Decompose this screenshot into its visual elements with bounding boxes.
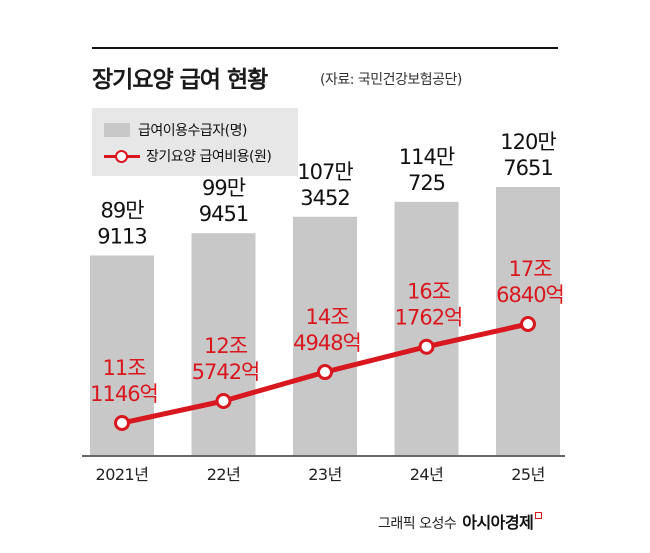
x-tick-1: 2021년	[96, 465, 149, 484]
bar-3	[293, 216, 357, 455]
line-label-5-1: 17조	[508, 257, 552, 281]
line-label-3-1: 14조	[305, 305, 349, 329]
credit: 그래픽 오성수 아시아경제	[378, 509, 543, 533]
line-point-4	[418, 338, 435, 355]
line-label-3-2: 4948억	[293, 331, 361, 355]
line-label-4-1: 16조	[407, 280, 451, 304]
bar-label-1-2: 9113	[97, 224, 146, 248]
line-label-2-2: 5742억	[192, 360, 260, 384]
brand-logo: 아시아경제	[462, 513, 534, 532]
legend-item-line: 장기요양 급여비용(원)	[104, 145, 272, 167]
x-tick-5: 25년	[511, 465, 545, 484]
top-rule	[92, 47, 558, 49]
legend-line-label: 장기요양 급여비용(원)	[146, 149, 272, 165]
x-tick-3: 23년	[308, 465, 342, 484]
bar-4	[394, 201, 459, 455]
x-tick-2: 22년	[207, 465, 241, 484]
legend-item-bar: 급여이용수급자(명)	[104, 119, 247, 141]
line-label-5-2: 6840억	[496, 283, 564, 307]
bar-label-4-2: 725	[408, 171, 445, 195]
line-label-2-1: 12조	[204, 334, 248, 358]
legend-bar-swatch	[104, 123, 130, 137]
chart-title: 장기요양 급여 현황	[92, 67, 268, 93]
bar-label-2-2: 9451	[199, 202, 248, 226]
bar-label-1-1: 89만	[100, 198, 144, 222]
bar-label-2-1: 99만	[202, 176, 246, 200]
line-label-1-1: 11조	[102, 356, 146, 380]
line-label-4-2: 1762억	[395, 306, 463, 330]
legend-line-swatch	[104, 149, 140, 163]
x-tick-4: 24년	[410, 465, 444, 484]
brand-mark-icon	[535, 512, 543, 519]
line-point-3	[317, 364, 333, 381]
legend: 급여이용수급자(명) 장기요양 급여비용(원)	[92, 108, 298, 176]
bar-label-4-1: 114만	[399, 145, 455, 169]
line-point-1	[114, 415, 130, 431]
line-label-1-2: 1146억	[90, 382, 158, 406]
credit-text: 그래픽 오성수	[378, 516, 457, 532]
bar-label-3-2: 3452	[300, 186, 349, 210]
bar-label-5-1: 120만	[500, 130, 556, 154]
source-note: (자료: 국민건강보험공단)	[320, 72, 462, 88]
line-point-5	[520, 316, 536, 332]
line-point-2	[215, 393, 232, 410]
bar-label-3-1: 107만	[297, 160, 353, 184]
legend-bar-label: 급여이용수급자(명)	[138, 123, 247, 139]
bar-label-5-2: 7651	[503, 156, 552, 180]
bar-2	[191, 233, 256, 455]
